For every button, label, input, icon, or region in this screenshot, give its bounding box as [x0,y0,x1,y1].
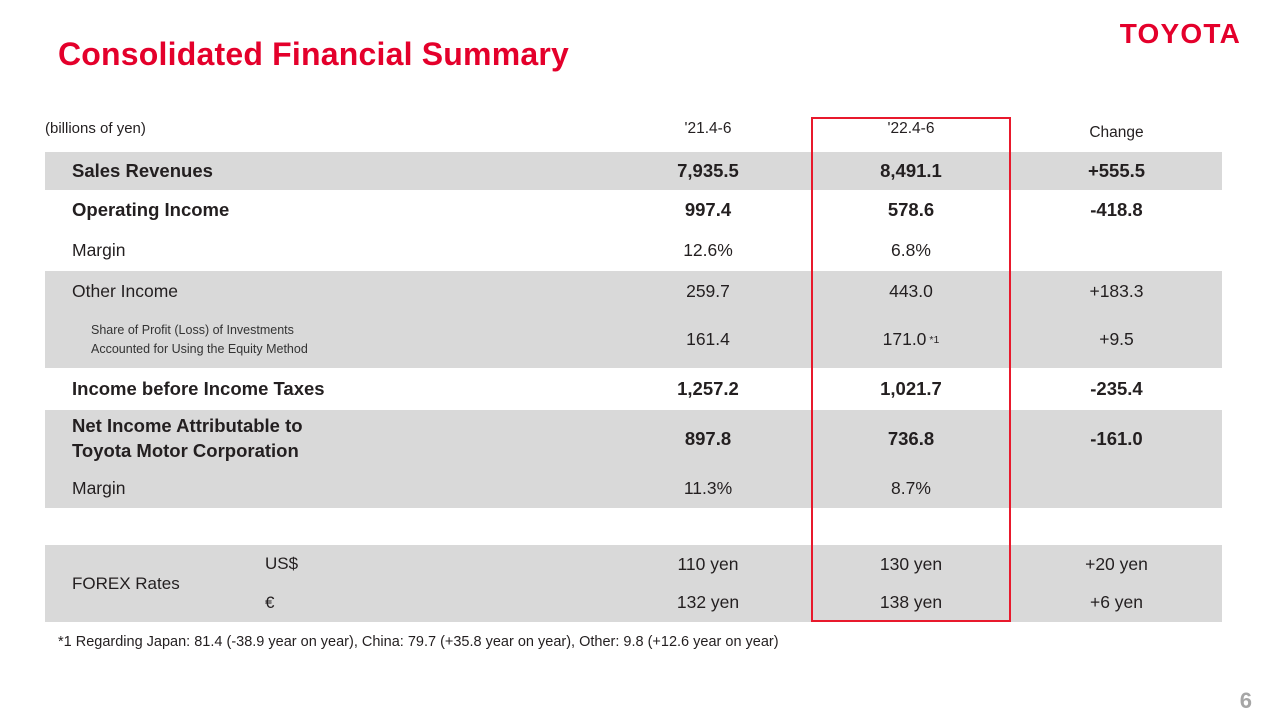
forex-section: FOREX Rates US$ 110 yen 130 yen +20 yen … [45,545,1222,622]
row-label-operating-margin: Margin [72,240,126,260]
page-number: 6 [1239,688,1252,713]
cell-operating-margin-prev: 12.6% [683,240,733,260]
cell-forex-usd-cur: 130 yen [879,553,943,574]
units-label: (billions of yen) [45,120,146,137]
cell-net-margin-change [1011,468,1222,508]
forex-symbol-usd: US$ [265,554,299,573]
footnote-text: *1 Regarding Japan: 81.4 (-38.9 year on … [58,634,779,650]
row-label-net-income-line1: Net Income Attributable to [72,415,303,437]
row-label-share-of-profit-line1: Share of Profit (Loss) of Investments [91,323,294,338]
cell-operating-income-prev: 997.4 [684,199,732,220]
table-row: Sales Revenues 7,935.5 8,491.1 +555.5 [45,152,1222,190]
cell-share-of-profit-cur: 171.0 *1 [811,311,1011,368]
forex-row-eur: € 132 yen 138 yen +6 yen [45,583,1222,622]
row-label-other-income: Other Income [72,280,179,301]
row-label-operating-income: Operating Income [72,199,230,220]
cell-forex-eur-cur: 138 yen [879,592,943,612]
column-header-prev-period: '21.4-6 [684,120,732,137]
table-header-row: (billions of yen) '21.4-6 '22.4-6 Change [45,117,1222,152]
cell-net-income-change: -161.0 [1090,428,1143,449]
cell-share-of-profit-cur-value: 171.0 [882,329,927,349]
cell-net-income-prev: 897.8 [684,428,732,449]
cell-operating-margin-cur: 6.8% [891,240,931,260]
forex-row-usd: US$ 110 yen 130 yen +20 yen [45,545,1222,583]
cell-net-margin-cur: 8.7% [891,477,931,498]
row-label-net-margin: Margin [72,477,126,498]
table-row: Income before Income Taxes 1,257.2 1,021… [45,368,1222,410]
table-row: Margin 12.6% 6.8% [45,230,1222,271]
page-title: Consolidated Financial Summary [58,36,569,72]
cell-operating-income-cur: 578.6 [887,199,935,220]
cell-income-before-taxes-prev: 1,257.2 [677,378,739,399]
row-label-net-income-line2: Toyota Motor Corporation [72,440,299,461]
cell-sales-revenues-prev: 7,935.5 [677,160,739,181]
table-row: Share of Profit (Loss) of Investments Ac… [45,311,1222,368]
cell-income-before-taxes-cur: 1,021.7 [880,378,942,399]
cell-net-income-cur: 736.8 [887,428,935,449]
row-label-share-of-profit-line2: Accounted for Using the Equity Method [91,341,308,356]
toyota-logo: TOYOTA [1119,18,1241,49]
row-label-sales-revenues: Sales Revenues [72,160,213,181]
cell-income-before-taxes-change: -235.4 [1090,378,1143,399]
cell-forex-eur-change: +6 yen [1089,592,1144,612]
cell-forex-eur-prev: 132 yen [676,592,740,612]
cell-sales-revenues-change: +555.5 [1087,160,1146,181]
forex-symbol-eur: € [265,592,275,612]
cell-operating-income-change: -418.8 [1090,199,1143,220]
cell-operating-margin-change [1011,230,1222,271]
table-row: Other Income 259.7 443.0 +183.3 [45,271,1222,311]
cell-other-income-change: +183.3 [1089,280,1144,301]
row-label-income-before-taxes: Income before Income Taxes [72,378,325,399]
cell-share-of-profit-prev: 161.4 [686,329,730,349]
table-row: Margin 11.3% 8.7% [45,468,1222,508]
cell-sales-revenues-cur: 8,491.1 [880,160,942,181]
row-label-share-of-profit: Share of Profit (Loss) of Investments Ac… [45,311,605,368]
cell-forex-usd-change: +20 yen [1085,553,1148,574]
table-row: Net Income Attributable to Toyota Motor … [45,410,1222,468]
row-label-net-income: Net Income Attributable to Toyota Motor … [45,410,605,468]
cell-net-margin-prev: 11.3% [683,477,733,498]
footnote-marker: *1 [929,333,940,346]
column-header-change: Change [1089,124,1144,141]
column-header-current-period: '22.4-6 [887,120,935,137]
cell-forex-usd-prev: 110 yen [677,553,739,574]
forex-label: FOREX Rates [72,573,180,593]
cell-other-income-prev: 259.7 [686,280,730,301]
table-row: Operating Income 997.4 578.6 -418.8 [45,190,1222,230]
cell-other-income-cur: 443.0 [889,280,933,301]
financial-summary-table: (billions of yen) '21.4-6 '22.4-6 Change… [45,117,1222,627]
cell-share-of-profit-change: +9.5 [1099,329,1134,349]
